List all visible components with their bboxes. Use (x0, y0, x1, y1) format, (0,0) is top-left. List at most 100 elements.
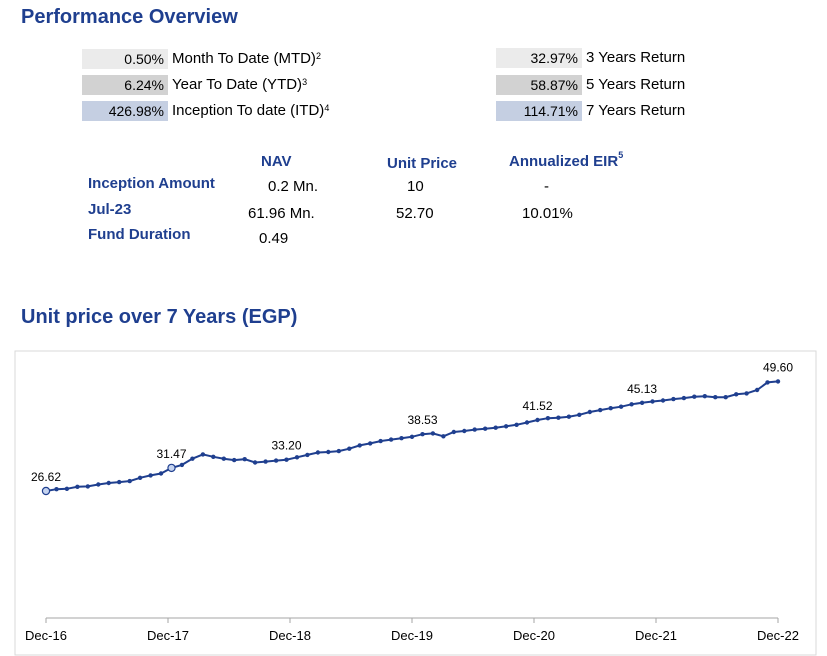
return-value: 0.50% (82, 49, 168, 69)
data-point (671, 396, 676, 402)
data-point (639, 400, 645, 405)
eir-value: - (544, 178, 549, 195)
data-point (577, 412, 582, 417)
data-point (200, 452, 206, 457)
x-tick-label: Dec-21 (635, 628, 677, 643)
data-point (462, 428, 467, 434)
performance-overview-heading: Performance Overview (21, 6, 238, 28)
data-point (514, 422, 519, 427)
data-point (263, 459, 268, 464)
return-value: 426.98% (82, 101, 168, 121)
data-point (399, 436, 404, 441)
data-point (545, 416, 551, 421)
data-point (430, 431, 436, 436)
data-label: 49.60 (763, 360, 793, 374)
data-point (242, 457, 247, 462)
data-point (64, 486, 70, 491)
data-point (190, 456, 195, 461)
unit-price-value: 52.70 (396, 205, 434, 222)
unit-price-value: 10 (407, 178, 424, 195)
return-value: 58.87% (496, 75, 582, 95)
nav-value: 61.96 Mn. (248, 205, 315, 222)
data-label: 41.52 (522, 399, 552, 413)
data-label: 33.20 (271, 439, 301, 453)
data-point (41, 486, 51, 496)
return-label: 7 Years Return (586, 102, 686, 119)
data-label: 38.53 (407, 413, 437, 427)
data-point (734, 392, 739, 397)
data-point (158, 471, 164, 476)
x-tick-label: Dec-16 (25, 628, 67, 643)
data-point (167, 463, 176, 473)
data-point (713, 395, 718, 400)
data-point (137, 475, 143, 480)
nav-value: 0.2 Mn. (268, 178, 319, 195)
data-point (503, 424, 509, 429)
data-point (629, 402, 634, 407)
data-point (284, 457, 289, 462)
return-label: Month To Date (MTD)2 (172, 50, 321, 67)
data-point (85, 484, 91, 489)
data-point (692, 394, 697, 399)
data-point (650, 399, 655, 404)
data-point (493, 425, 498, 430)
data-point (106, 480, 111, 486)
data-point (96, 482, 101, 487)
return-value: 6.24% (82, 75, 168, 95)
data-point (368, 441, 373, 446)
data-label: 31.47 (156, 447, 186, 461)
chart-heading: Unit price over 7 Years (EGP) (21, 306, 298, 328)
return-label: Inception To date (ITD)4 (172, 102, 330, 119)
row-label-jul23: Jul-23 (88, 201, 132, 218)
data-point (587, 409, 592, 415)
data-point (54, 487, 59, 492)
data-point (211, 454, 216, 459)
x-tick-label: Dec-22 (757, 628, 799, 643)
data-point (75, 484, 80, 489)
x-tick-label: Dec-18 (269, 628, 311, 643)
x-tick-label: Dec-19 (391, 628, 433, 643)
unit-price-header: Unit Price (387, 155, 458, 172)
return-label: 5 Years Return (586, 76, 686, 93)
data-point (378, 438, 383, 444)
row-label-duration: Fund Duration (88, 226, 191, 243)
return-value: 114.71% (496, 101, 582, 121)
data-point (598, 407, 603, 413)
data-point (483, 426, 488, 431)
data-point (252, 460, 258, 465)
data-point (315, 450, 321, 455)
data-point (221, 456, 226, 461)
data-point (148, 473, 153, 478)
return-label: 3 Years Return (586, 49, 686, 66)
data-point (305, 452, 310, 458)
data-point (702, 394, 707, 399)
data-point (347, 446, 352, 451)
data-point (273, 458, 279, 463)
data-point (723, 395, 728, 400)
data-point (388, 437, 394, 442)
data-point (775, 379, 781, 384)
data-label: 26.62 (31, 470, 61, 484)
unit-price-chart: Dec-16 Dec-17 Dec-18 Dec-19 Dec-20 Dec-21 Dec-… (14, 350, 817, 656)
nav-value: 0.49 (259, 230, 289, 247)
row-label-inception: Inception Amount (88, 175, 215, 192)
data-point (472, 427, 477, 432)
data-point (179, 462, 185, 468)
eir-value: 10.01% (522, 205, 573, 222)
data-point (117, 479, 122, 485)
data-point (744, 391, 749, 396)
data-point (294, 455, 300, 460)
x-tick-label: Dec-17 (147, 628, 189, 643)
nav-header: NAV (261, 153, 292, 170)
data-point (336, 448, 341, 454)
return-value: 32.97% (496, 48, 582, 68)
annualized-eir-header: Annualized EIR5 (509, 150, 624, 170)
x-tick-label: Dec-20 (513, 628, 555, 643)
data-point (127, 478, 132, 484)
data-point (409, 434, 415, 439)
data-label: 45.13 (627, 382, 657, 396)
data-point (608, 406, 613, 411)
data-point (357, 443, 362, 448)
data-point (326, 449, 331, 455)
data-point (524, 420, 530, 425)
